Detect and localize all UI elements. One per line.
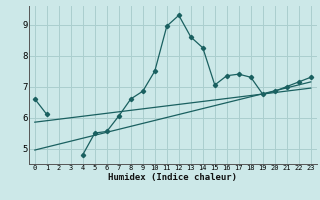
X-axis label: Humidex (Indice chaleur): Humidex (Indice chaleur) [108, 173, 237, 182]
